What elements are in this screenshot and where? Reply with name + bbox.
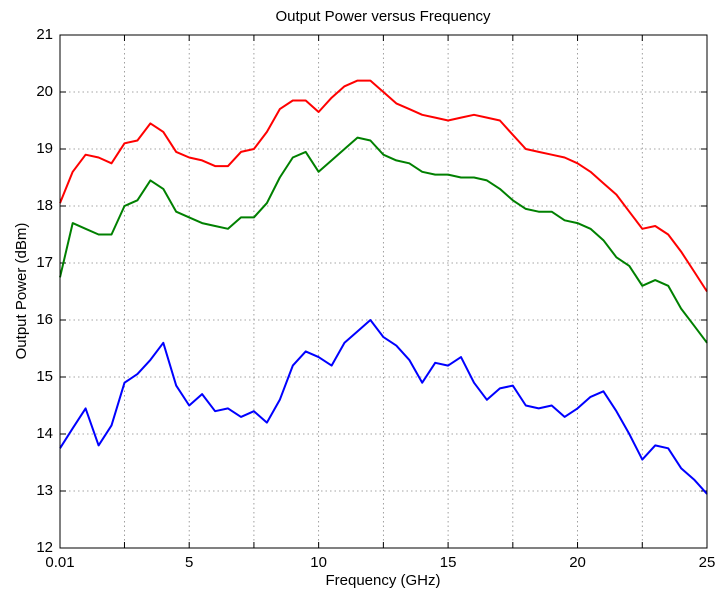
y-tick-label: 18: [36, 197, 53, 214]
x-tick-label: 0.01: [45, 554, 74, 571]
y-tick-label: 16: [36, 311, 53, 328]
x-tick-label: 25: [699, 554, 716, 571]
y-tick-label: 14: [36, 425, 53, 442]
series-line: [59, 319, 708, 495]
x-tick-label: 20: [569, 554, 586, 571]
plot-frame: [59, 34, 708, 549]
x-tick-label: 5: [185, 554, 193, 571]
y-tick-label: 19: [36, 140, 53, 157]
x-axis-label: Frequency (GHz): [325, 572, 440, 589]
y-axis-label: Output Power (dBm): [13, 223, 30, 360]
y-tick-label: 21: [36, 26, 53, 43]
y-tick-label: 15: [36, 368, 53, 385]
x-tick-label: 15: [440, 554, 457, 571]
y-tick-label: 20: [36, 83, 53, 100]
y-tick-label: 17: [36, 254, 53, 271]
x-tick-label: 10: [310, 554, 327, 571]
y-tick-label: 13: [36, 482, 53, 499]
series-line: [59, 136, 708, 344]
series-line: [59, 79, 708, 293]
chart-title: Output Power versus Frequency: [275, 8, 491, 25]
y-tick-label: 12: [36, 539, 53, 556]
